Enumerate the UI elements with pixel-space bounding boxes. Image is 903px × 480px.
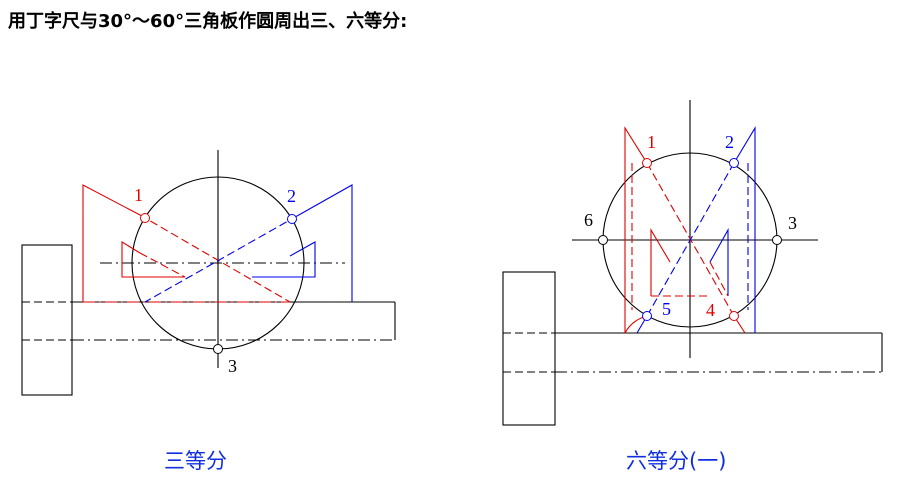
triangle-inner (709, 261, 729, 297)
point (729, 311, 739, 321)
caption: 三等分 (164, 449, 227, 473)
point (642, 311, 652, 321)
triangle-inner (650, 227, 671, 296)
point (287, 214, 297, 224)
point-label: 1 (134, 185, 143, 205)
point (642, 158, 652, 168)
caption: 六等分(一) (626, 449, 726, 473)
triangle-inner (121, 241, 185, 278)
point (140, 213, 150, 223)
triangle-30-60 (296, 184, 353, 302)
triangle-30-60 (646, 162, 735, 317)
point (598, 235, 608, 245)
triangle-30-60 (82, 184, 141, 302)
figure-six: 1 2 3 4 5 6 六等分(一) (502, 100, 883, 473)
point-label: 4 (706, 300, 715, 320)
triangle-30-60 (624, 126, 648, 333)
point-label: 1 (647, 132, 656, 152)
point (729, 158, 739, 168)
figure-three: 1 2 3 三等分 (21, 150, 396, 473)
point (772, 235, 782, 245)
point-label: 6 (584, 210, 593, 230)
t-square-head (502, 271, 556, 426)
point-label: 5 (662, 299, 671, 319)
triangle-30-60 (733, 126, 756, 333)
point (213, 344, 223, 354)
point-label: 2 (287, 186, 296, 206)
triangle-30-60 (139, 214, 291, 303)
point-label: 2 (725, 132, 734, 152)
point-label: 3 (228, 356, 237, 376)
triangle-30-60 (144, 215, 298, 303)
triangle-inner (709, 227, 729, 296)
title: 用丁字尺与30°～60°三角板作圆周出三、六等分: (8, 10, 407, 32)
t-square-head (21, 244, 73, 396)
triangle-inner (139, 252, 186, 278)
point-label: 3 (788, 213, 797, 233)
triangle-inner (252, 241, 316, 278)
